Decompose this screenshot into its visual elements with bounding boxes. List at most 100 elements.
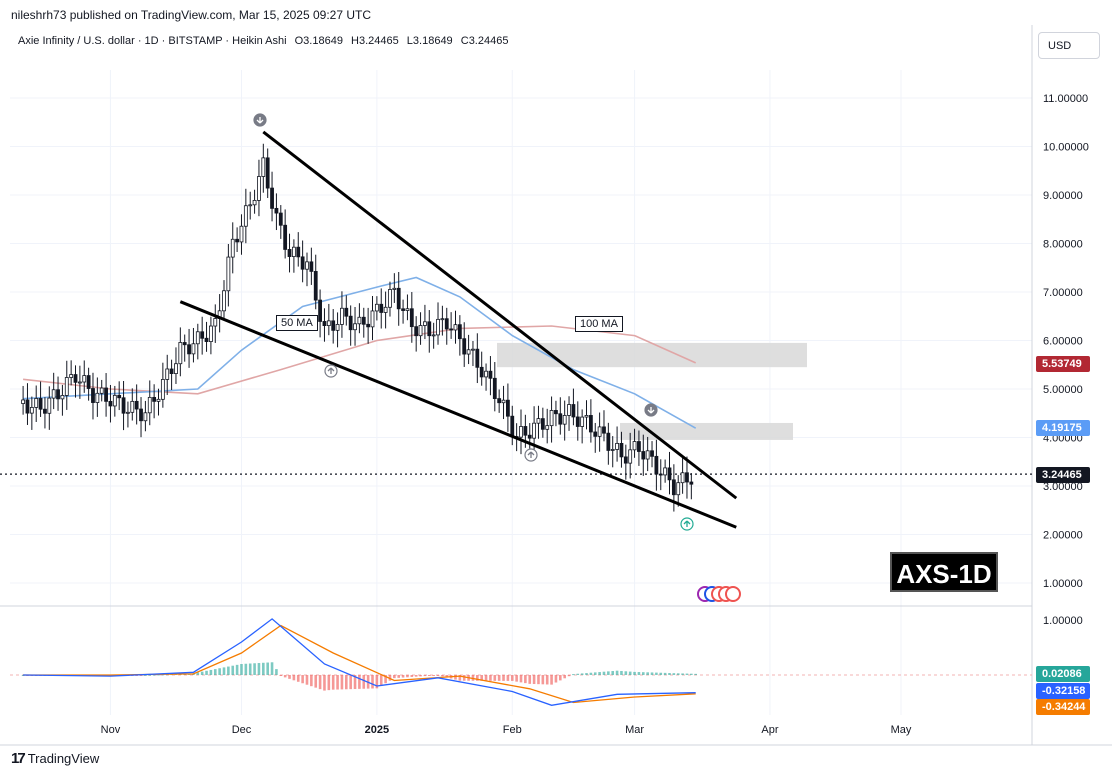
candle-body — [580, 416, 585, 427]
candle-body — [584, 415, 589, 418]
candle-body — [56, 389, 60, 400]
macd-histogram-bar — [676, 673, 680, 675]
price-tick-label: 10.00000 — [1043, 142, 1089, 154]
candle-body — [265, 157, 270, 189]
candle-body — [248, 204, 253, 207]
macd-histogram-bar — [611, 671, 615, 675]
candle-body — [540, 418, 545, 430]
signal-markers — [253, 113, 694, 531]
candle-body — [165, 368, 170, 380]
candle-body — [409, 308, 414, 328]
candle-body — [602, 426, 606, 434]
candle-body — [348, 315, 353, 331]
candle-body — [361, 316, 366, 325]
candle-body — [187, 344, 191, 355]
macd-histogram-bar — [235, 664, 239, 675]
candle-body — [488, 370, 493, 379]
economic-events-icon[interactable] — [695, 585, 743, 603]
candle-body — [283, 224, 288, 250]
macd-histogram-bar — [462, 675, 466, 681]
macd-histogram-bar — [410, 675, 414, 677]
macd-histogram-bar — [423, 675, 427, 677]
macd-histogram-bar — [314, 675, 318, 688]
signal-tag: -0.34244 — [1036, 699, 1090, 715]
macd-histogram-bar — [580, 673, 584, 675]
macd-histogram-bar — [458, 675, 462, 681]
candle-body — [112, 394, 117, 407]
macd-histogram-bar — [567, 675, 571, 677]
candle-body — [344, 307, 349, 317]
candle-body — [174, 363, 178, 375]
time-tick-label: Feb — [503, 724, 522, 736]
macd-histogram-bar — [205, 670, 208, 675]
candle-body — [108, 400, 113, 407]
macd-histogram-bar — [515, 675, 518, 682]
candle-body — [261, 157, 266, 177]
macd-histogram-bar — [200, 671, 204, 675]
candle-body — [588, 415, 593, 433]
time-tick-label: Dec — [232, 724, 252, 736]
macd-histogram-bar — [585, 673, 588, 675]
price-axis: 11.00000 10.00000 9.00000 8.00000 7.00000 6.0… — [1043, 93, 1089, 590]
candle-body — [222, 290, 226, 312]
macd-histogram-bar — [476, 675, 479, 681]
candle-body — [38, 398, 43, 410]
currency-button[interactable]: USD — [1038, 32, 1100, 59]
candle-body — [479, 366, 484, 378]
macd-histogram-bar — [493, 675, 497, 681]
candle-body — [623, 456, 628, 464]
brand-name: TradingView — [27, 751, 100, 766]
candle-body — [252, 200, 257, 206]
candle-body — [318, 299, 322, 322]
candle-body — [178, 342, 183, 365]
macd-histogram-bar — [292, 675, 296, 681]
macd-histogram-bar — [244, 663, 248, 675]
macd-histogram-bar — [213, 669, 217, 675]
candle-body — [226, 256, 231, 292]
macd-histogram-bar — [253, 663, 256, 675]
macd-histogram-bar — [646, 672, 649, 675]
price-tick-label: 5.00000 — [1043, 384, 1083, 396]
time-tick-label: May — [891, 724, 912, 736]
candle-body — [104, 387, 108, 402]
open-value: O3.18649 — [294, 35, 343, 47]
candle-body — [401, 308, 405, 311]
resistance-zone — [497, 342, 807, 368]
candle-body — [160, 379, 165, 400]
last-price-tag: 3.24465 — [1036, 467, 1090, 483]
candle-body — [29, 407, 34, 414]
grid-lines — [0, 25, 1112, 746]
candle-body — [392, 287, 397, 290]
buy-signal-icon-arrow — [327, 367, 335, 374]
candle-body — [667, 467, 672, 481]
candle-body — [379, 303, 384, 313]
macd-histogram-bar — [563, 675, 566, 679]
wedge-lower-line — [179, 300, 737, 529]
time-axis: Nov Dec 2025 Feb Mar Apr May — [101, 724, 912, 736]
macd-histogram-bar — [148, 674, 152, 676]
candle-body — [326, 320, 331, 327]
ma100-line — [23, 325, 697, 395]
candle-body — [121, 397, 126, 414]
candle-body — [685, 472, 689, 483]
candle-body — [209, 325, 213, 342]
time-tick-label: Apr — [761, 724, 778, 736]
candle-body — [86, 375, 91, 389]
macd-histogram-bar — [371, 675, 374, 689]
chart-label: AXS-1D — [890, 552, 998, 592]
candle-body — [340, 307, 344, 325]
candle-body — [554, 410, 558, 415]
macd-histogram-bar — [589, 672, 593, 675]
candle-body — [43, 408, 47, 414]
candle-body — [471, 348, 475, 351]
macd-histogram-bar — [519, 675, 523, 683]
macd-histogram-bar — [554, 675, 558, 683]
symbol-title: Axie Infinity / U.S. dollar · 1D · BITST… — [18, 35, 287, 47]
candle-body — [230, 238, 235, 258]
macd-histogram-bar — [672, 673, 676, 675]
footer-branding[interactable]: 17 TradingView — [11, 750, 99, 767]
candle-body — [654, 455, 659, 475]
macd-histogram-bar — [506, 675, 510, 681]
low-value: L3.18649 — [406, 35, 453, 47]
